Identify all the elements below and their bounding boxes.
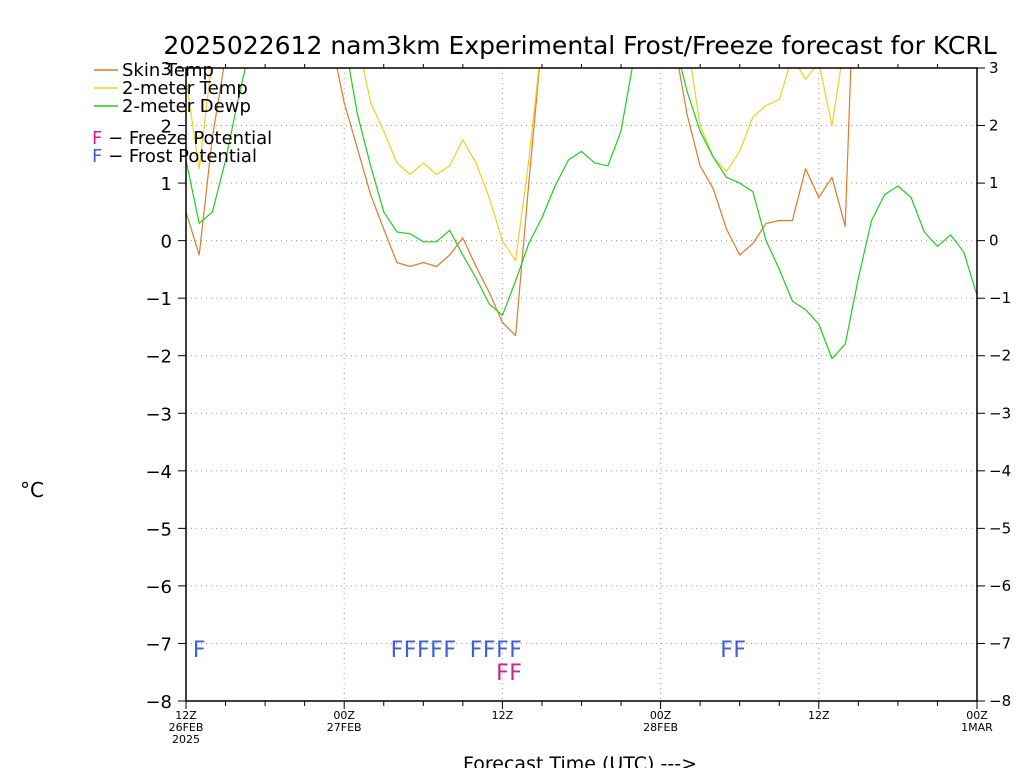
y-tick-label-right: 3 bbox=[989, 59, 999, 77]
frost-potential-mark: F bbox=[391, 638, 404, 663]
x-tick-label: 12Z bbox=[492, 709, 514, 722]
legend-label-2m-temp: 2-meter Temp bbox=[122, 78, 248, 99]
x-tick-label: 1MAR bbox=[961, 721, 993, 734]
y-tick-label-right: −8 bbox=[989, 692, 1011, 710]
series-line-dewp-2m bbox=[186, 68, 977, 360]
y-axis-ticks: 3 3 2 2 1 1 0 0 −1 −1 −2 −2 −3 −3 −4 −4 −5 −5 −6 −6 −7 −7 −8 −8 bbox=[145, 59, 1011, 713]
x-tick-label: 00Z bbox=[333, 709, 355, 722]
y-tick-label-right: −3 bbox=[989, 404, 1011, 422]
series-line-skin-temp bbox=[186, 68, 852, 337]
y-tick-label-left: −2 bbox=[145, 347, 172, 368]
legend-label-freeze: F − Freeze Potential bbox=[92, 128, 272, 149]
x-tick-label: 27FEB bbox=[327, 721, 362, 734]
y-tick-label-right: −7 bbox=[989, 634, 1011, 652]
y-tick-label-left: −8 bbox=[145, 692, 172, 713]
legend: Skin Temp 2-meter Temp 2-meter Dewp F − … bbox=[92, 60, 272, 167]
y-tick-label-right: −5 bbox=[989, 519, 1011, 537]
legend-label-skin-temp: Skin Temp bbox=[122, 60, 214, 81]
y-tick-label-right: −2 bbox=[989, 347, 1011, 365]
x-tick-label: 2025 bbox=[172, 733, 200, 746]
frost-potential-mark: F bbox=[733, 638, 746, 663]
series-lines bbox=[186, 68, 977, 360]
y-tick-label-left: 2 bbox=[161, 117, 172, 138]
freeze-potential-mark: F bbox=[496, 661, 509, 686]
y-tick-label-right: −1 bbox=[989, 289, 1011, 307]
series-line-temp-2m bbox=[186, 68, 842, 262]
x-tick-label: 00Z bbox=[650, 709, 672, 722]
frost-potential-mark: F bbox=[193, 638, 206, 663]
frost-potential-mark: F bbox=[720, 638, 733, 663]
x-tick-label: 28FEB bbox=[643, 721, 678, 734]
y-tick-label-right: 2 bbox=[989, 117, 999, 135]
y-tick-label-right: −6 bbox=[989, 577, 1011, 595]
legend-label-2m-dewp: 2-meter Dewp bbox=[122, 96, 251, 117]
y-tick-label-left: 0 bbox=[161, 232, 172, 253]
x-axis-label: Forecast Time (UTC) ---> bbox=[463, 753, 697, 768]
frost-freeze-marks: F F F F F F F F F F F FF F bbox=[193, 638, 746, 686]
y-tick-label-left: −3 bbox=[145, 404, 172, 425]
chart-title: 2025022612 nam3km Experimental Frost/Fre… bbox=[163, 31, 996, 60]
legend-label-frost: F − Frost Potential bbox=[92, 146, 257, 167]
frost-potential-mark: F bbox=[417, 638, 430, 663]
y-tick-label-right: 1 bbox=[989, 174, 999, 192]
x-tick-label: 12Z bbox=[808, 709, 830, 722]
frost-potential-mark: F bbox=[496, 638, 509, 663]
grid-lines bbox=[186, 68, 977, 701]
y-tick-label-left: −4 bbox=[145, 462, 172, 483]
y-tick-label-left: −5 bbox=[145, 519, 172, 540]
frost-potential-mark: F bbox=[483, 638, 496, 663]
y-tick-label-left: −6 bbox=[145, 577, 172, 598]
frost-potential-mark: F bbox=[509, 638, 522, 663]
y-tick-label-left: −7 bbox=[145, 634, 172, 655]
y-tick-label-left: −1 bbox=[145, 289, 172, 310]
y-tick-label-left: 1 bbox=[161, 174, 172, 195]
plot-frame bbox=[185, 67, 978, 702]
freeze-potential-mark: F bbox=[509, 661, 522, 686]
frost-potential-mark: F bbox=[430, 638, 443, 663]
frost-potential-mark: F bbox=[404, 638, 417, 663]
x-tick-label: 00Z bbox=[966, 709, 988, 722]
x-tick-label: 26FEB bbox=[169, 721, 204, 734]
y-tick-label-right: −4 bbox=[989, 462, 1011, 480]
frost-potential-mark: F bbox=[470, 638, 483, 663]
y-axis-label: °C bbox=[20, 478, 44, 502]
x-tick-label: 12Z bbox=[175, 709, 197, 722]
y-tick-label-right: 0 bbox=[989, 232, 999, 250]
frost-potential-mark: F bbox=[443, 638, 456, 663]
y-tick-label-left: 3 bbox=[161, 59, 172, 80]
